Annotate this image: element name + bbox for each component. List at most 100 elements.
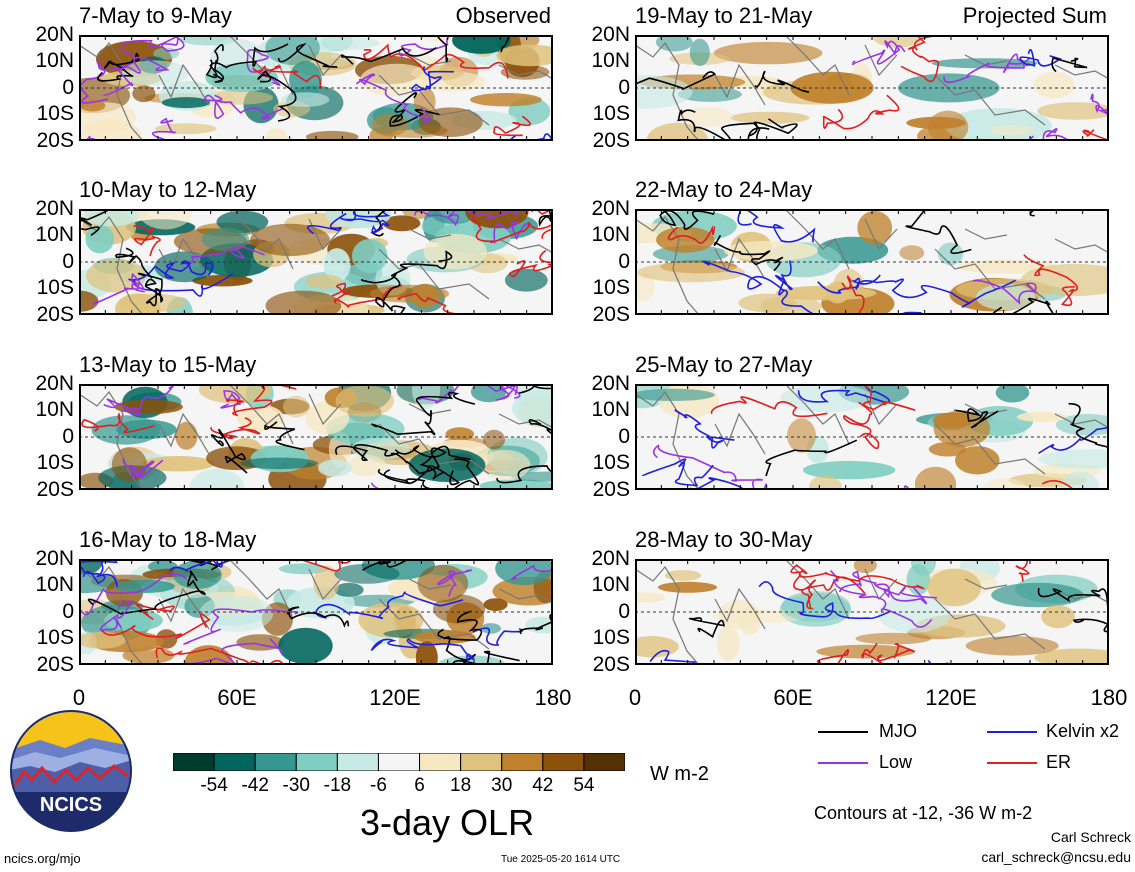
lat-label: 20N [35, 197, 74, 220]
olr-anomaly-blob [657, 581, 718, 593]
olr-anomaly-blob [500, 64, 550, 80]
olr-anomaly-blob [480, 623, 501, 634]
low-contour [972, 279, 1037, 305]
mjo-contour [635, 71, 716, 91]
olr-anomaly-blob [665, 570, 701, 581]
er-contour [841, 275, 865, 315]
lon-label-right-180: 180 [1090, 685, 1128, 710]
lat-label: 20S [592, 653, 630, 676]
lat-label: 10N [35, 49, 74, 72]
low-contour [122, 457, 164, 480]
low-contour [86, 117, 177, 141]
olr-anomaly-blob [635, 75, 693, 109]
er-contour [133, 224, 161, 257]
olr-anomaly-blob [302, 36, 380, 50]
lat-label: 20S [592, 129, 630, 152]
lat-label: 0 [618, 250, 630, 273]
olr-anomaly-blob [120, 293, 187, 313]
olr-anomaly-blob [278, 627, 333, 664]
low-contour [413, 209, 528, 227]
colorbar-swatch [460, 752, 503, 772]
kelvin-contour [641, 458, 714, 487]
coastline [635, 559, 1109, 665]
olr-map-panel [79, 559, 553, 665]
er-contour [293, 559, 354, 572]
olr-anomaly-blob [470, 93, 542, 107]
olr-anomaly-blob [201, 227, 250, 251]
olr-anomaly-blob [525, 616, 553, 634]
legend-mjo-swatch [818, 731, 868, 733]
olr-anomaly-blob [906, 564, 931, 596]
olr-anomaly-blob [678, 86, 742, 102]
mjo-contour [990, 297, 1056, 315]
colorbar-tick-label: -42 [241, 775, 269, 796]
panel-title: 16-May to 18-May [79, 527, 257, 552]
er-contour [1041, 480, 1076, 490]
mjo-contour [1072, 618, 1109, 633]
colorbar-tick-label: 42 [532, 775, 554, 796]
panel-title: 7-May to 9-May [79, 3, 232, 28]
mjo-contour [264, 421, 305, 451]
olr-anomaly-blob [635, 272, 655, 302]
olr-anomaly-blob [85, 224, 115, 254]
olr-anomaly-blob [113, 579, 175, 593]
olr-anomaly-blob [991, 582, 1084, 608]
olr-anomaly-blob [452, 35, 511, 54]
contours-note: Contours at -12, -36 W m-2 [814, 803, 1033, 823]
olr-anomaly-blob [418, 107, 483, 137]
kelvin-contour [342, 209, 391, 222]
low-contour [355, 73, 431, 124]
mjo-contour [286, 606, 350, 628]
mjo-contour [360, 250, 453, 284]
olr-anomaly-blob [283, 395, 310, 418]
mjo-contour [115, 247, 153, 279]
olr-anomaly-blob [989, 124, 1033, 136]
colorbar-swatch [419, 752, 462, 772]
lat-label: 20S [36, 653, 74, 676]
olr-anomaly-blob [83, 209, 140, 227]
legend-low-swatch [818, 762, 868, 764]
olr-anomaly-blob [359, 63, 434, 97]
olr-anomaly-blob [334, 582, 364, 597]
lat-label: 10N [591, 49, 630, 72]
olr-anomaly-blob [855, 632, 932, 645]
er-contour [1015, 559, 1030, 582]
kelvin-contour [1019, 48, 1062, 67]
coastline [635, 384, 1109, 490]
lat-label: 10S [36, 276, 74, 299]
olr-anomaly-blob [790, 71, 874, 104]
mjo-contour [277, 42, 338, 68]
colorbar-tick-label: -18 [323, 775, 352, 796]
er-contour [100, 613, 211, 639]
low-contour [852, 40, 906, 66]
olr-anomaly-blob [265, 290, 342, 315]
legend-er-label: ER [1046, 752, 1072, 772]
olr-anomaly-blob [689, 38, 710, 67]
olr-anomaly-blob [79, 290, 99, 312]
olr-anomaly-blob [982, 478, 1028, 490]
er-contour [1023, 254, 1079, 307]
lat-label: 20N [35, 547, 74, 570]
olr-anomaly-blob [738, 293, 797, 313]
lat-label: 20N [591, 547, 630, 570]
kelvin-contour [758, 581, 891, 620]
olr-anomaly-blob [713, 41, 823, 65]
er-contour [790, 564, 925, 590]
panel-title: 22-May to 24-May [635, 177, 813, 202]
mjo-contour [652, 209, 715, 230]
colorbar-swatch [377, 752, 421, 772]
lat-label: 0 [62, 425, 74, 448]
lon-label-left-180: 180 [534, 685, 572, 710]
olr-map-panel [635, 35, 1109, 141]
olr-anomaly-blob [470, 384, 507, 403]
low-contour [183, 245, 265, 266]
lon-label-right-0: 0 [628, 685, 642, 710]
mjo-contour [205, 43, 289, 79]
olr-anomaly-blob [240, 457, 318, 470]
olr-anomaly-blob [114, 399, 183, 415]
olr-anomaly-blob [445, 427, 475, 441]
low-contour [79, 64, 109, 104]
olr-anomaly-blob [175, 421, 198, 450]
olr-anomaly-blob [906, 116, 966, 129]
legend-kelvin-label: Kelvin x2 [1046, 721, 1120, 741]
